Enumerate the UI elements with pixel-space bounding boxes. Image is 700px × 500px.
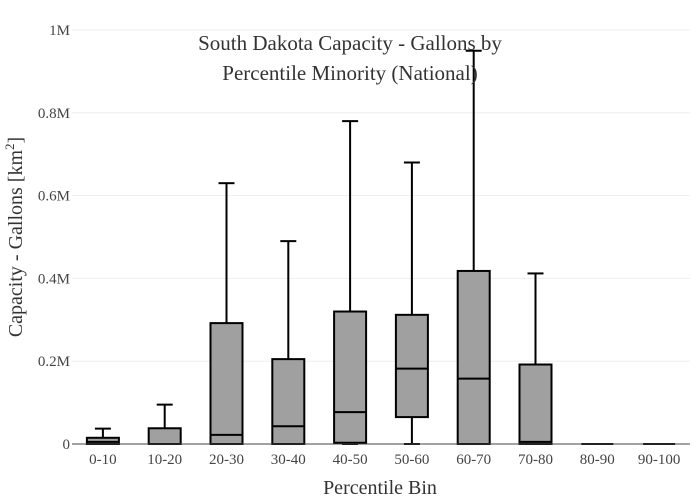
grid-layer bbox=[72, 29, 690, 362]
box-40-50 bbox=[333, 120, 368, 445]
x-tick-label: 20-30 bbox=[209, 452, 244, 468]
y-axis-title-end: ] bbox=[5, 137, 27, 144]
x-tick-label: 60-70 bbox=[456, 452, 491, 468]
box-60-70 bbox=[456, 49, 491, 445]
y-tick-label: 0.4M bbox=[38, 271, 70, 287]
box-50-60 bbox=[394, 161, 429, 445]
x-tick-label: 10-20 bbox=[147, 452, 182, 468]
y-tick-label: 0.2M bbox=[38, 354, 70, 370]
box-body bbox=[394, 313, 429, 419]
y-axis-title-main: Capacity - Gallons [km bbox=[5, 150, 27, 338]
box-body bbox=[85, 436, 120, 446]
box-10-20 bbox=[147, 403, 182, 446]
x-tick-label: 80-90 bbox=[580, 452, 615, 468]
x-axis-title: Percentile Bin bbox=[323, 477, 437, 499]
x-tick-label: 70-80 bbox=[518, 452, 553, 468]
box-body bbox=[209, 322, 244, 445]
box-0-10 bbox=[85, 427, 120, 446]
y-tick-label: 0.6M bbox=[38, 189, 70, 205]
x-tick-label: 90-100 bbox=[638, 452, 681, 468]
x-tick-label: 30-40 bbox=[271, 452, 306, 468]
box-body bbox=[271, 358, 306, 446]
box-body bbox=[333, 310, 368, 444]
box-layer bbox=[85, 49, 676, 446]
y-axis-title-superscript: 2 bbox=[2, 143, 17, 150]
box-body bbox=[147, 427, 182, 446]
x-tick-labels: 0-10 10-20 20-30 30-40 40-50 50-60 60-70 70-80 8… bbox=[89, 452, 680, 468]
y-tick-label: 0 bbox=[63, 437, 71, 453]
box-20-30 bbox=[209, 182, 244, 445]
y-tick-label: 0.8M bbox=[38, 106, 70, 122]
chart-title-line-2: Percentile Minority (National) bbox=[222, 61, 477, 85]
box-70-80 bbox=[518, 272, 553, 445]
x-tick-label: 0-10 bbox=[89, 452, 117, 468]
x-tick-label: 50-60 bbox=[394, 452, 429, 468]
y-axis-title: Capacity - Gallons [km2] bbox=[2, 137, 27, 337]
y-tick-labels: 0 0.2M 0.4M 0.6M 0.8M 1M bbox=[38, 23, 70, 453]
box-body bbox=[456, 269, 491, 445]
chart-title-line-1: South Dakota Capacity - Gallons by bbox=[198, 31, 502, 55]
box-30-40 bbox=[271, 240, 306, 446]
y-tick-label: 1M bbox=[49, 23, 70, 39]
x-tick-label: 40-50 bbox=[333, 452, 368, 468]
box-body bbox=[518, 363, 553, 445]
